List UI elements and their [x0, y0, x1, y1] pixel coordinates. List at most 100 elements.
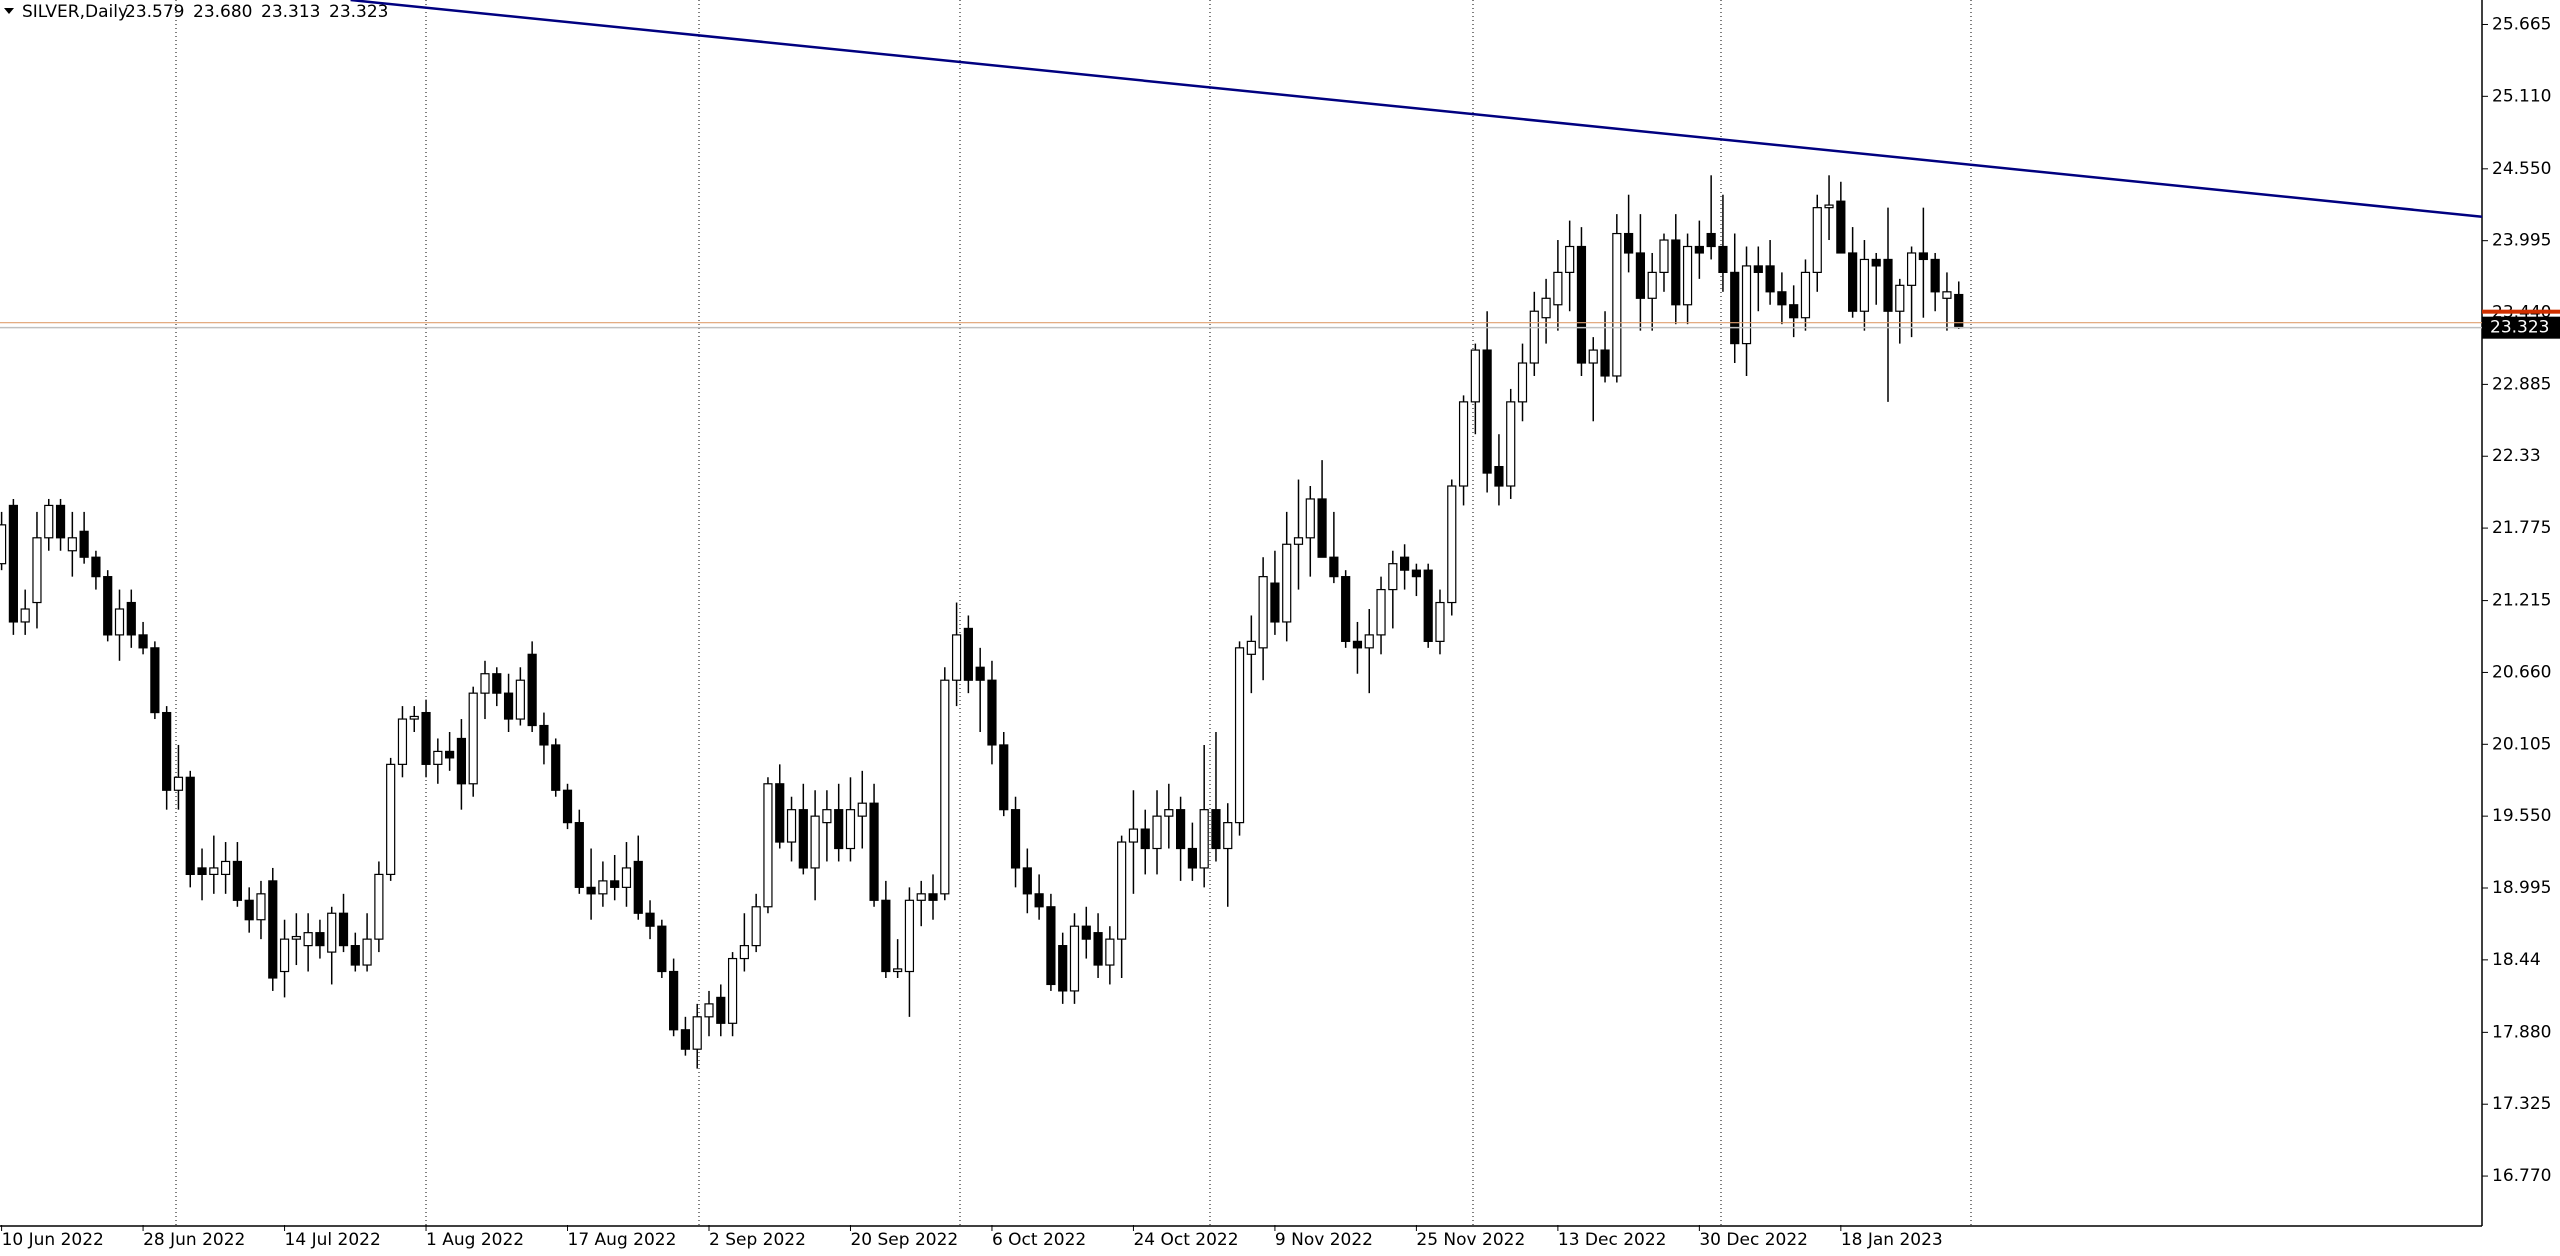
candle-body: [1010, 809, 1021, 869]
y-tick-label: 18.995: [2492, 878, 2551, 898]
x-tick-label: 18 Jan 2023: [1841, 1230, 1943, 1250]
candle-body: [244, 899, 254, 921]
ohlc-value: 23.579: [125, 2, 184, 22]
candle-body: [1093, 932, 1103, 966]
candle-body: [1305, 498, 1315, 539]
candle-body: [763, 783, 773, 908]
y-tick-label: 20.660: [2492, 662, 2551, 682]
x-tick-label: 25 Nov 2022: [1416, 1230, 1525, 1250]
candle-body: [857, 802, 867, 817]
candle-body: [1812, 207, 1822, 273]
candle-body: [869, 802, 879, 901]
candle-body: [1470, 349, 1480, 403]
candle-body: [893, 968, 903, 973]
candle-body: [881, 899, 891, 973]
candle-body: [621, 867, 632, 888]
candle-body: [1187, 847, 1197, 869]
candle-body: [1282, 543, 1292, 623]
candle-body: [1341, 576, 1351, 642]
price-label: 23.323: [2490, 318, 2549, 338]
candle-body: [1458, 401, 1469, 487]
x-tick-label: 28 Jun 2022: [143, 1230, 245, 1250]
candle-body: [1400, 556, 1410, 571]
candle-body: [1800, 271, 1811, 319]
candle-body: [1034, 893, 1044, 908]
candle-body: [20, 608, 30, 623]
candle-body: [562, 789, 573, 824]
x-tick-label: 30 Dec 2022: [1699, 1230, 1808, 1250]
y-tick-label: 22.885: [2492, 374, 2551, 394]
candle-body: [1164, 809, 1174, 817]
candle-body: [1930, 258, 1940, 293]
candle-body: [1411, 569, 1422, 578]
candle-body: [527, 653, 537, 727]
candle-body: [374, 873, 384, 940]
x-tick-label: 10 Jun 2022: [2, 1230, 104, 1250]
candle-body: [751, 906, 761, 947]
candle-body: [916, 893, 926, 901]
candle-body: [775, 783, 785, 843]
candle-body: [692, 1016, 702, 1050]
candle-body: [327, 912, 337, 953]
chart-title: SILVER,Daily: [22, 2, 128, 22]
candle-body: [0, 524, 7, 565]
candle-body: [1494, 465, 1504, 487]
candle-body: [138, 634, 148, 649]
y-tick-label: 17.325: [2492, 1094, 2551, 1114]
candle-body: [598, 880, 608, 895]
candle-body: [1105, 938, 1115, 966]
price-label-marker: [2482, 309, 2560, 314]
y-tick-label: 16.770: [2492, 1166, 2551, 1186]
candle-body: [904, 899, 915, 973]
candle-body: [1765, 265, 1775, 293]
y-tick-label: 17.880: [2492, 1022, 2551, 1042]
candle-body: [1635, 252, 1646, 299]
candle-body: [173, 776, 184, 791]
candle-body: [279, 938, 290, 973]
candle-body: [1175, 809, 1186, 850]
x-tick-label: 20 Sep 2022: [850, 1230, 958, 1250]
candle-body: [1423, 569, 1433, 642]
candle-body: [67, 537, 77, 552]
candle-body: [1046, 906, 1056, 986]
candle-body: [1364, 634, 1374, 649]
y-tick-label: 19.550: [2492, 806, 2551, 826]
candle-body: [1895, 284, 1905, 312]
candle-body: [445, 750, 455, 759]
candle-body: [1706, 232, 1716, 248]
ohlc-value: 23.323: [329, 2, 388, 22]
candle-body: [44, 504, 54, 539]
candle-body: [126, 601, 136, 636]
candle-body: [704, 1003, 714, 1018]
candle-body: [1152, 815, 1162, 850]
candle-body: [1848, 252, 1858, 312]
candle-body: [1388, 563, 1398, 591]
collapse-icon[interactable]: [4, 8, 14, 14]
candle-body: [350, 945, 360, 966]
candle-body: [397, 718, 408, 765]
candle-body: [1069, 925, 1080, 992]
candle-body: [1741, 265, 1752, 345]
candle-body: [162, 711, 172, 791]
y-tick-label: 25.110: [2492, 86, 2551, 106]
candle-body: [209, 867, 219, 876]
candle-body: [1576, 245, 1587, 364]
candle-body: [551, 744, 561, 791]
candle-body: [657, 925, 667, 973]
candle-body: [1647, 271, 1657, 299]
candle-body: [928, 893, 938, 901]
candle-body: [539, 724, 549, 746]
y-tick-label: 18.44: [2492, 950, 2541, 970]
candle-body: [232, 860, 242, 901]
candle-body: [268, 880, 278, 979]
candle-body: [291, 935, 301, 940]
candle-body: [1906, 252, 1917, 286]
candle-body: [386, 763, 396, 876]
candle-body: [1671, 239, 1681, 306]
candle-body: [1918, 252, 1928, 261]
candle-body: [1859, 258, 1870, 312]
candle-body: [987, 679, 997, 746]
candle-body: [503, 692, 514, 720]
